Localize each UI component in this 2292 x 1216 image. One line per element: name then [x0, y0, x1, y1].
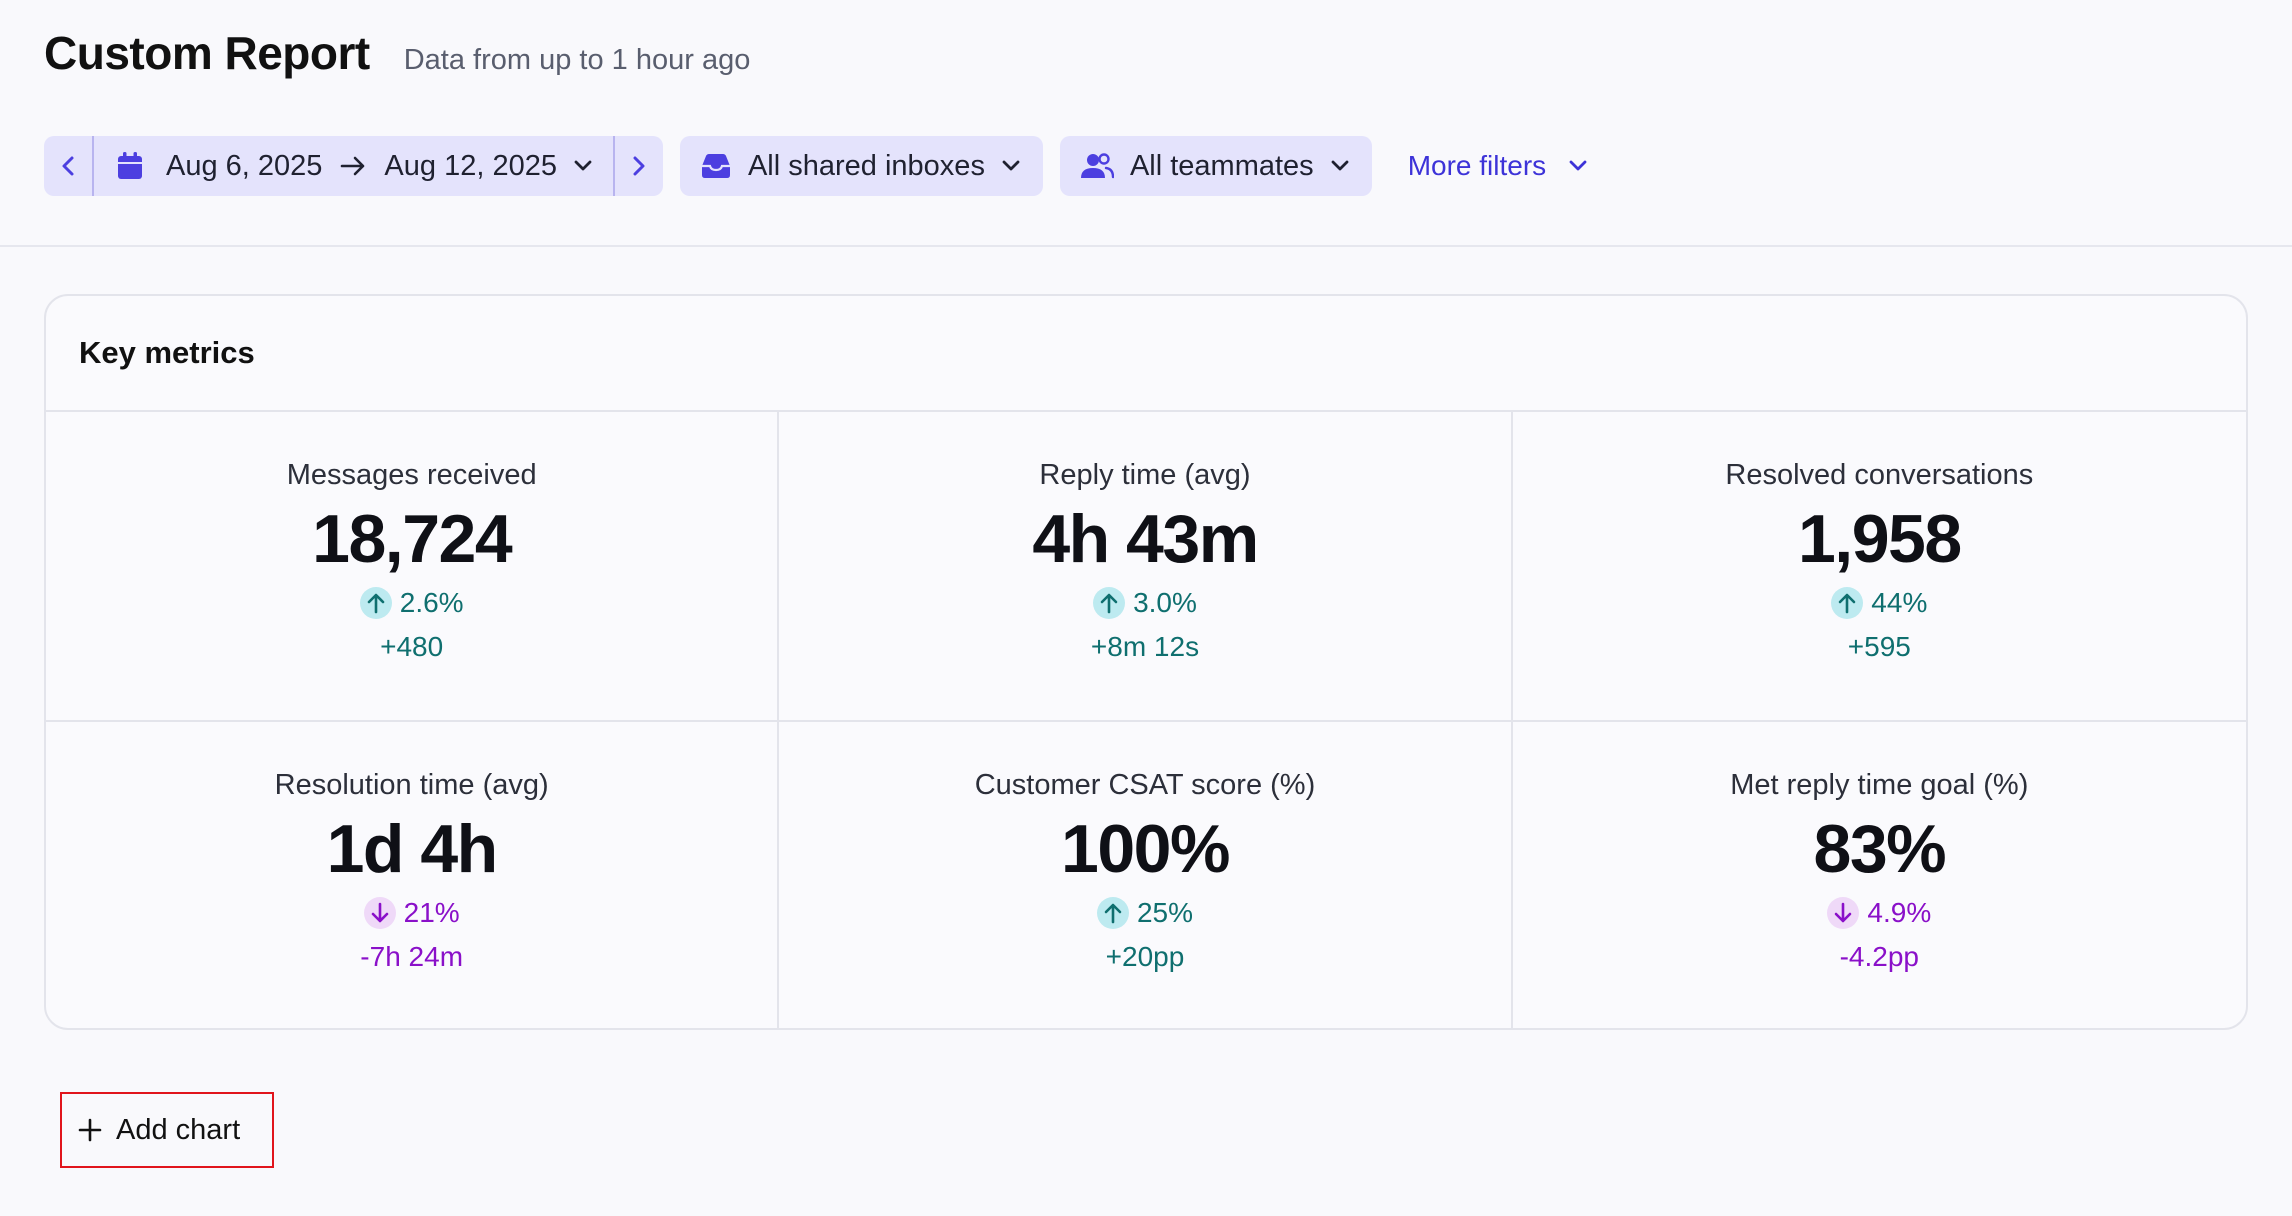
chevron-down-icon — [1568, 159, 1588, 173]
arrow-up-icon — [1096, 897, 1129, 929]
page-header: Custom Report Data from up to 1 hour ago… — [0, 0, 2292, 247]
inbox-filter[interactable]: All shared inboxes — [679, 136, 1043, 196]
metric-value: 1d 4h — [326, 811, 499, 887]
metric-label: Resolution time (avg) — [274, 769, 549, 801]
users-icon — [1080, 152, 1114, 180]
key-metrics-card: Key metrics Messages received 18,724 2.6… — [44, 294, 2248, 1030]
metric-label: Customer CSAT score (%) — [974, 769, 1316, 801]
teammates-filter[interactable]: All teammates — [1059, 136, 1372, 196]
metrics-grid: Messages received 18,724 2.6% +480 Reply… — [46, 412, 2246, 1028]
date-start: Aug 6, 2025 — [166, 149, 323, 182]
next-period-button[interactable] — [612, 136, 663, 196]
plus-icon — [78, 1118, 102, 1142]
metric-change-percent: 3.0% — [1133, 587, 1197, 618]
metric-reply-time: Reply time (avg) 4h 43m 3.0% +8m 12s — [779, 412, 1513, 722]
metric-change-percent: 44% — [1871, 587, 1928, 618]
metric-change: 3.0% — [1093, 586, 1197, 620]
metric-change: 4.9% — [1827, 896, 1931, 930]
metric-label: Messages received — [286, 459, 537, 491]
metric-label: Reply time (avg) — [1039, 459, 1251, 491]
metric-change-percent: 2.6% — [399, 587, 464, 618]
arrow-up-icon — [359, 587, 392, 619]
chevron-left-icon — [60, 155, 76, 177]
arrow-up-icon — [1831, 587, 1864, 619]
metric-value: 1,958 — [1797, 501, 1962, 577]
metric-delta: +480 — [380, 631, 444, 662]
metric-resolution-time: Resolution time (avg) 1d 4h 21% -7h 24m — [46, 722, 780, 1028]
inbox-icon — [700, 153, 732, 179]
arrow-up-icon — [1093, 587, 1126, 619]
metric-value: 100% — [1061, 811, 1230, 887]
metric-delta: +595 — [1847, 631, 1911, 662]
metric-resolved-conversations: Resolved conversations 1,958 44% +595 — [1512, 412, 2246, 722]
date-range-selector[interactable]: Aug 6, 2025 Aug 12, 2025 — [94, 136, 613, 196]
data-freshness-note: Data from up to 1 hour ago — [403, 44, 751, 76]
metric-change-percent: 4.9% — [1867, 897, 1932, 928]
metric-change: 2.6% — [359, 586, 464, 620]
arrow-down-icon — [1827, 897, 1860, 929]
previous-period-button[interactable] — [44, 136, 94, 196]
chevron-down-icon — [1330, 159, 1350, 173]
metric-change: 21% — [363, 896, 460, 930]
page-title: Custom Report — [44, 27, 370, 79]
title-row: Custom Report Data from up to 1 hour ago — [44, 26, 750, 80]
arrow-right-icon — [340, 156, 366, 176]
chevron-down-icon — [1001, 159, 1021, 173]
metric-messages-received: Messages received 18,724 2.6% +480 — [46, 412, 780, 722]
date-end: Aug 12, 2025 — [384, 149, 557, 182]
more-filters-button[interactable]: More filters — [1408, 150, 1588, 182]
metric-value: 83% — [1813, 811, 1947, 887]
calendar-icon — [116, 151, 144, 181]
teammates-filter-label: All teammates — [1129, 149, 1314, 182]
key-metrics-title: Key metrics — [79, 335, 255, 370]
metric-value: 18,724 — [312, 501, 512, 577]
metric-value: 4h 43m — [1032, 501, 1259, 577]
chevron-right-icon — [631, 155, 647, 177]
key-metrics-header: Key metrics — [46, 296, 2246, 412]
more-filters-label: More filters — [1407, 150, 1547, 181]
metric-delta: +20pp — [1105, 941, 1185, 972]
metric-delta: +8m 12s — [1090, 631, 1200, 662]
metric-label: Resolved conversations — [1725, 459, 2034, 491]
metric-label: Met reply time goal (%) — [1730, 769, 2029, 801]
filter-bar: Aug 6, 2025 Aug 12, 2025 All shared inbo… — [44, 136, 1588, 196]
add-chart-button[interactable]: Add chart — [60, 1092, 274, 1168]
metric-met-reply-time-goal: Met reply time goal (%) 83% 4.9% -4.2pp — [1513, 722, 2246, 1028]
arrow-down-icon — [363, 897, 396, 929]
metric-delta: -7h 24m — [360, 941, 464, 972]
metric-delta: -4.2pp — [1839, 941, 1920, 972]
metric-change: 25% — [1096, 896, 1194, 930]
add-chart-label: Add chart — [116, 1113, 241, 1146]
metric-change-percent: 21% — [403, 897, 460, 928]
inbox-filter-label: All shared inboxes — [747, 149, 985, 182]
metric-change: 44% — [1831, 586, 1927, 620]
metric-change-percent: 25% — [1136, 897, 1194, 928]
chevron-down-icon — [573, 159, 593, 173]
date-range-filter: Aug 6, 2025 Aug 12, 2025 — [44, 136, 663, 196]
metric-csat-score: Customer CSAT score (%) 100% 25% +20pp — [779, 722, 1513, 1028]
